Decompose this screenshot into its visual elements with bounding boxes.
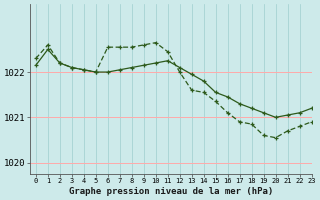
X-axis label: Graphe pression niveau de la mer (hPa): Graphe pression niveau de la mer (hPa)	[68, 187, 273, 196]
